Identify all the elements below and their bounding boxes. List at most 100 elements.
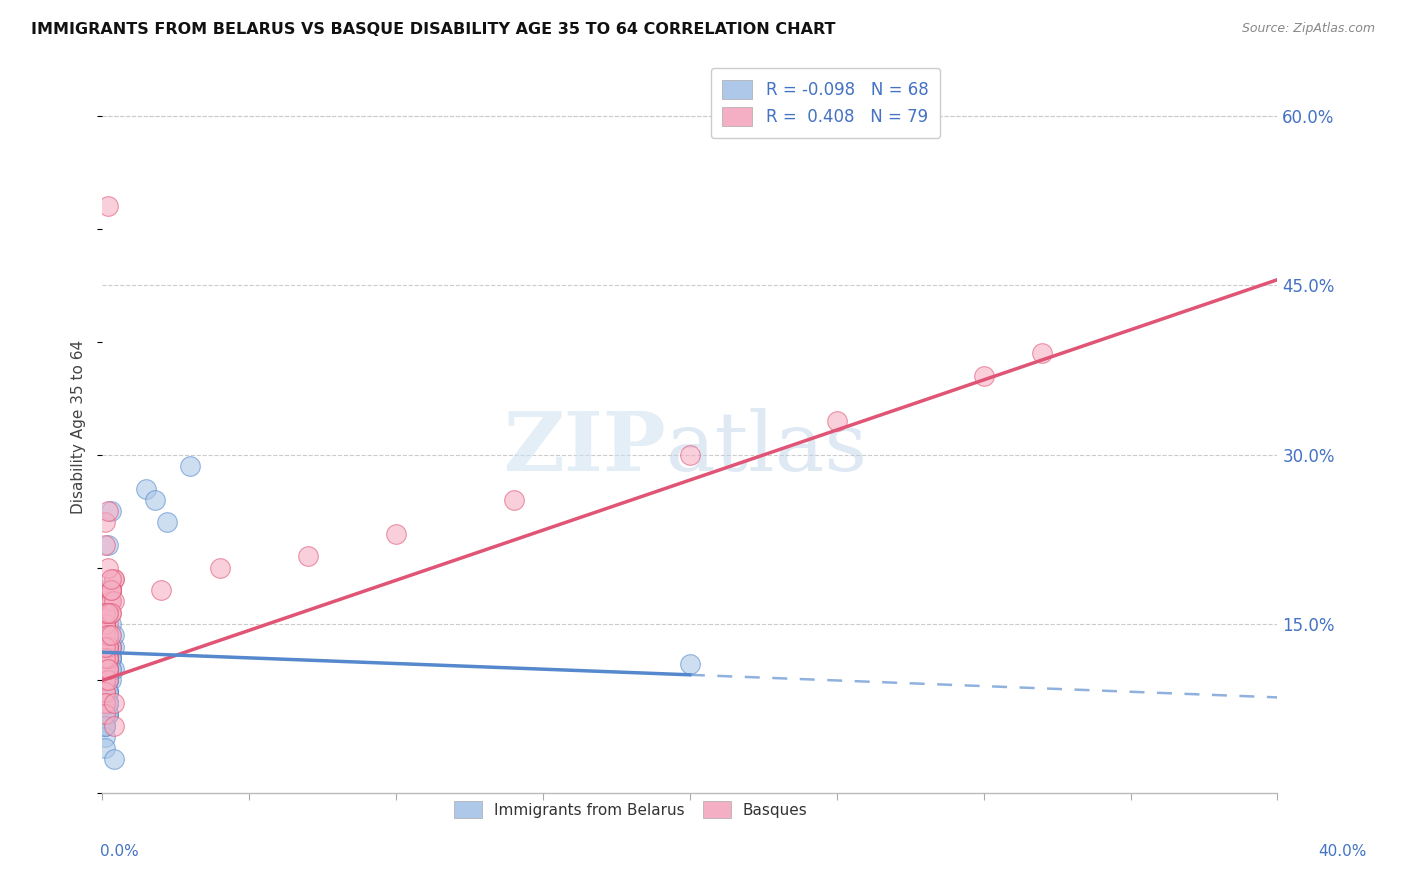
Point [97,707,120,722]
Point [97,651,120,665]
Point [100,583,122,598]
Point [97,199,120,213]
Point [100,594,122,608]
Point [97,696,120,710]
Point [100,504,122,518]
Point [94,640,117,654]
Point [94,696,117,710]
Point [97,662,120,676]
Point [100,651,122,665]
Point [1031,346,1053,360]
Point [679,448,702,462]
Y-axis label: Disability Age 35 to 64: Disability Age 35 to 64 [72,340,86,514]
Point [94,640,117,654]
Point [94,606,117,620]
Text: Source: ZipAtlas.com: Source: ZipAtlas.com [1241,22,1375,36]
Point [97,640,120,654]
Point [100,640,122,654]
Point [94,696,117,710]
Legend: Immigrants from Belarus, Basques: Immigrants from Belarus, Basques [447,793,815,826]
Point [100,662,122,676]
Point [97,662,120,676]
Point [100,583,122,598]
Point [100,583,122,598]
Point [143,492,166,507]
Point [94,741,117,756]
Point [94,718,117,732]
Point [103,572,125,586]
Point [97,651,120,665]
Point [100,673,122,688]
Point [97,685,120,699]
Point [100,651,122,665]
Point [94,685,117,699]
Point [94,673,117,688]
Point [100,640,122,654]
Point [94,640,117,654]
Point [97,696,120,710]
Point [97,662,120,676]
Point [97,606,120,620]
Point [94,696,117,710]
Point [94,718,117,732]
Point [94,628,117,642]
Point [179,458,201,473]
Point [94,673,117,688]
Point [97,651,120,665]
Point [94,673,117,688]
Point [94,662,117,676]
Point [100,640,122,654]
Point [97,640,120,654]
Point [94,617,117,632]
Point [502,492,524,507]
Point [97,673,120,688]
Point [97,685,120,699]
Point [97,651,120,665]
Point [156,516,179,530]
Point [94,617,117,632]
Point [94,617,117,632]
Point [97,606,120,620]
Point [97,628,120,642]
Point [100,583,122,598]
Point [94,617,117,632]
Point [97,628,120,642]
Point [100,651,122,665]
Point [100,662,122,676]
Point [94,718,117,732]
Point [94,583,117,598]
Point [94,707,117,722]
Point [100,606,122,620]
Text: atlas: atlas [666,409,869,489]
Point [94,651,117,665]
Point [973,368,995,383]
Point [94,673,117,688]
Point [94,696,117,710]
Point [94,685,117,699]
Point [97,696,120,710]
Text: 0.0%: 0.0% [100,845,139,859]
Point [94,662,117,676]
Point [94,685,117,699]
Point [97,662,120,676]
Point [94,662,117,676]
Point [100,572,122,586]
Point [100,583,122,598]
Point [94,628,117,642]
Point [97,628,120,642]
Point [103,628,125,642]
Point [100,606,122,620]
Text: IMMIGRANTS FROM BELARUS VS BASQUE DISABILITY AGE 35 TO 64 CORRELATION CHART: IMMIGRANTS FROM BELARUS VS BASQUE DISABI… [31,22,835,37]
Point [97,651,120,665]
Point [94,673,117,688]
Point [149,583,172,598]
Point [94,707,117,722]
Point [100,628,122,642]
Point [97,560,120,574]
Point [97,696,120,710]
Point [94,730,117,744]
Point [385,526,408,541]
Point [297,549,319,564]
Point [97,640,120,654]
Point [94,516,117,530]
